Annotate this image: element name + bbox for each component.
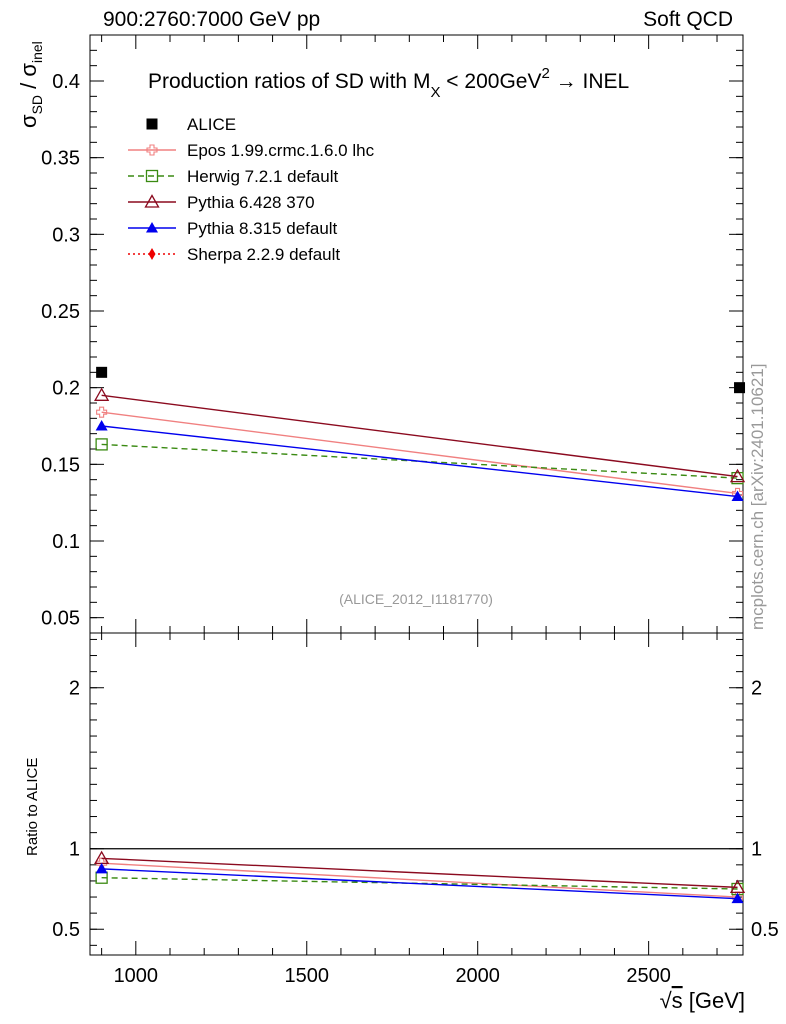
main-y-tick-label: 0.2 xyxy=(52,378,80,400)
x-tick-label: 2500 xyxy=(626,965,671,987)
reference-label: (ALICE_2012_I1181770) xyxy=(339,591,493,607)
series-line-pythia6 xyxy=(101,394,738,478)
main-y-tick-label: 0.4 xyxy=(52,71,80,93)
main-title: Production ratios of SD with MX < 200GeV… xyxy=(148,65,629,101)
main-y-axis-title: σSD / σinel xyxy=(16,41,45,128)
legend: ALICE Epos 1.99.crmc.1.6.0 lhc Herwig 7.2.… xyxy=(128,115,375,264)
legend-label-pythia6: Pythia 6.428 370 xyxy=(187,193,315,212)
main-y-tick-label: 0.35 xyxy=(41,148,80,170)
legend-marker-pythia8 xyxy=(146,222,158,233)
point-herwig xyxy=(731,471,744,485)
legend-label-herwig: Herwig 7.2.1 default xyxy=(187,167,338,186)
ratio-line-herwig xyxy=(101,877,738,890)
header-category-label: Soft QCD xyxy=(643,8,733,31)
ratio-panel: 0.5 1 2 0.5 1 2 1000 1500 2000 2500 xyxy=(52,633,779,987)
y-title-sub-sd: SD xyxy=(29,95,45,114)
main-y-tick-label: 0.15 xyxy=(41,454,80,476)
x-title-root: √ xyxy=(660,988,673,1013)
series-line-epos xyxy=(101,411,738,495)
main-y-tick-label: 0.25 xyxy=(41,301,80,323)
title-part-2: < 200GeV xyxy=(440,70,541,93)
title-subscript: X xyxy=(430,84,440,101)
ratio-line-epos xyxy=(101,862,738,898)
x-tick-label: 1000 xyxy=(114,965,159,987)
ratio-panel-frame xyxy=(89,632,744,956)
x-tick-label: 1500 xyxy=(285,965,330,987)
x-title-var: s xyxy=(672,988,683,1013)
ratio-y-tick-label: 0.5 xyxy=(52,919,80,941)
point-epos xyxy=(96,406,108,418)
legend-label-alice: ALICE xyxy=(187,115,236,134)
legend-label-epos: Epos 1.99.crmc.1.6.0 lhc xyxy=(187,141,375,160)
ratio-line-pythia8 xyxy=(101,868,738,900)
title-superscript: 2 xyxy=(541,65,549,82)
ratio-y-tick-label-right: 1 xyxy=(751,839,762,861)
point-pythia6 xyxy=(94,387,110,401)
legend-marker-herwig xyxy=(145,169,159,183)
point-pythia8 xyxy=(95,420,108,431)
x-title-unit: [GeV] xyxy=(683,988,745,1013)
point-pythia8 xyxy=(731,490,744,502)
point-herwig xyxy=(95,438,108,451)
legend-marker-epos xyxy=(146,144,158,156)
point-alice xyxy=(734,382,746,394)
y-title-sigma: σ xyxy=(16,114,41,128)
ratio-point-pythia6 xyxy=(729,879,746,894)
main-y-tick-label: 0.05 xyxy=(41,608,80,630)
ratio-point-pythia8 xyxy=(731,892,744,904)
x-tick-label: 2000 xyxy=(455,965,500,987)
ratio-y-tick-label-right: 2 xyxy=(751,678,762,700)
ratio-y-tick-label: 2 xyxy=(69,678,80,700)
series-line-pythia8 xyxy=(101,425,738,498)
legend-label-sherpa: Sherpa 2.2.9 default xyxy=(187,245,340,264)
point-pythia6 xyxy=(729,468,746,483)
ratio-y-tick-label-right: 0.5 xyxy=(751,919,779,941)
point-alice xyxy=(96,366,108,378)
ratio-line-pythia6 xyxy=(101,857,738,889)
series-line-herwig xyxy=(101,443,738,479)
y-title-sub-inel: inel xyxy=(29,41,45,63)
x-axis-title: √s [GeV] xyxy=(660,988,745,1013)
legend-label-pythia8: Pythia 8.315 default xyxy=(187,219,338,238)
ratio-point-pythia8 xyxy=(95,862,108,874)
legend-marker-pythia6 xyxy=(144,194,160,208)
ratio-y-tick-label: 1 xyxy=(69,839,80,861)
title-part-1: Production ratios of SD with M xyxy=(148,70,430,93)
legend-marker-sherpa xyxy=(148,248,156,260)
main-y-tick-label: 0.1 xyxy=(52,531,80,553)
y-title-sep: / σ xyxy=(16,63,41,95)
legend-marker-alice xyxy=(146,118,158,130)
main-panel: 0.05 0.1 0.15 0.2 0.25 0.3 0.35 0.4 xyxy=(41,35,746,634)
main-y-tick-label: 0.3 xyxy=(52,224,80,246)
title-part-3: → INEL xyxy=(550,70,629,93)
header-energy-label: 900:2760:7000 GeV pp xyxy=(103,8,321,31)
ratio-y-axis-title: Ratio to ALICE xyxy=(24,758,41,856)
